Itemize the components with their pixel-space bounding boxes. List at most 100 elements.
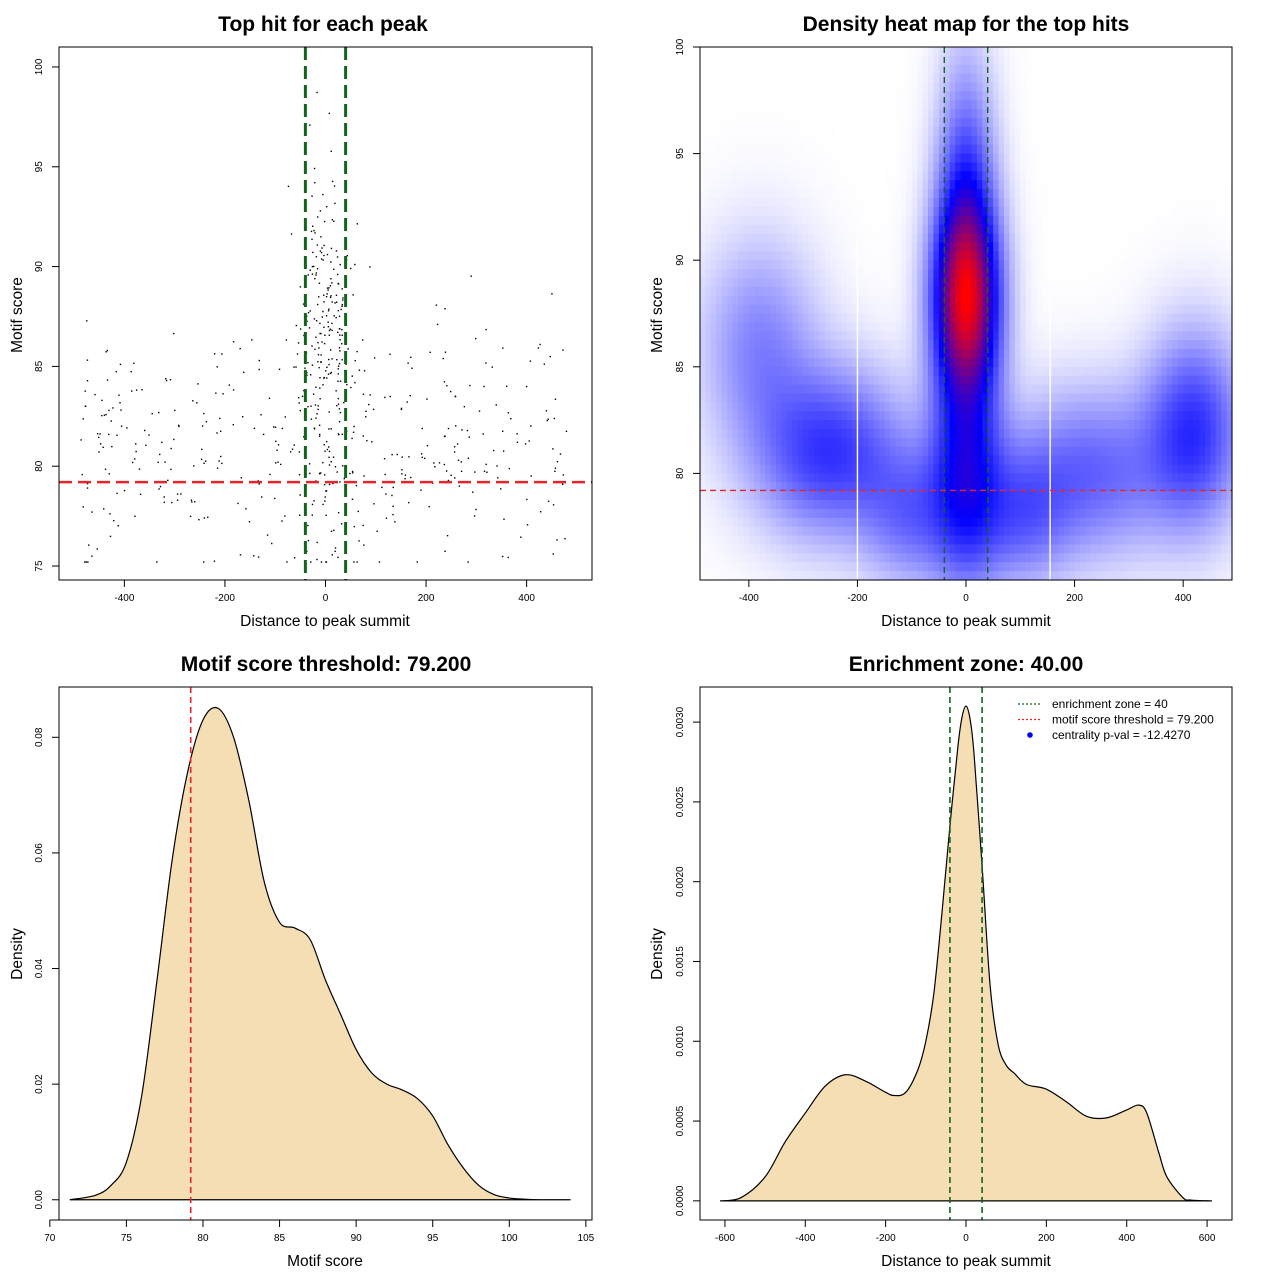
heat-cell <box>797 286 804 297</box>
heat-cell <box>982 47 989 57</box>
heat-cell <box>933 322 940 332</box>
heat-cell <box>1020 180 1027 190</box>
heat-cell <box>1063 260 1070 270</box>
heat-cell <box>797 277 804 288</box>
heat-cell <box>1042 384 1049 395</box>
heat-cell <box>1090 233 1097 244</box>
heat-cell <box>1090 118 1097 128</box>
heat-cell <box>1118 126 1125 137</box>
heat-cell <box>1199 118 1206 128</box>
heat-cell <box>955 153 962 164</box>
heat-cell <box>1031 153 1038 164</box>
heat-cell <box>993 126 1000 137</box>
heat-cell <box>814 91 821 101</box>
data-point <box>313 500 315 502</box>
heat-cell <box>852 277 859 288</box>
heat-cell <box>814 215 821 226</box>
heat-cell <box>1101 82 1108 93</box>
heat-cell <box>1031 411 1038 421</box>
heat-cell <box>868 331 875 341</box>
heat-cell <box>1036 357 1043 368</box>
heat-cell <box>1215 393 1222 403</box>
heat-cell <box>1112 286 1119 297</box>
heat-cell <box>1042 357 1049 368</box>
heat-cell <box>819 180 826 190</box>
data-point <box>491 366 493 368</box>
heat-cell <box>1134 286 1141 297</box>
heat-cell <box>781 277 788 288</box>
heat-cell <box>1194 47 1201 57</box>
heat-cell <box>841 171 848 181</box>
heat-cell <box>743 135 750 146</box>
heat-cell <box>1188 420 1195 430</box>
heat-cell <box>1226 91 1233 101</box>
heat-cell <box>830 55 837 66</box>
heat-cell <box>1031 366 1038 377</box>
heat-cell <box>1036 73 1043 84</box>
heat-cell <box>1150 215 1157 226</box>
heat-cell <box>911 100 918 110</box>
data-point <box>213 353 216 355</box>
heat-cell <box>944 242 951 252</box>
heat-cell <box>928 428 935 439</box>
heat-cell <box>1031 82 1038 93</box>
heat-cell <box>1183 242 1190 252</box>
data-point <box>547 500 550 503</box>
data-point <box>313 265 315 268</box>
heat-cell <box>710 402 717 412</box>
heat-cell <box>1188 322 1195 332</box>
heat-cell <box>759 260 766 270</box>
heat-cell <box>895 411 902 421</box>
heat-cell <box>716 162 723 172</box>
heat-cell <box>949 375 956 386</box>
data-point <box>554 467 557 469</box>
heat-cell <box>700 357 707 368</box>
heat-cell <box>732 393 739 403</box>
heat-cell <box>1123 402 1130 412</box>
heat-cell <box>966 118 973 128</box>
heat-cell <box>814 402 821 412</box>
heat-cell <box>1085 126 1092 137</box>
heat-cell <box>998 411 1005 421</box>
heat-cell <box>1107 411 1114 421</box>
heat-cell <box>765 260 772 270</box>
data-point <box>94 393 96 396</box>
data-point <box>336 256 339 258</box>
heat-cell <box>710 135 717 146</box>
heat-cell <box>1009 215 1016 226</box>
heat-cell <box>803 260 810 270</box>
heat-cell <box>1172 411 1179 421</box>
heat-cell <box>1145 340 1152 350</box>
heat-cell <box>1004 233 1011 244</box>
heat-cell <box>960 233 967 244</box>
heat-cell <box>841 366 848 377</box>
heat-cell <box>1204 393 1211 403</box>
heat-cell <box>1161 251 1168 261</box>
heat-cell <box>1096 180 1103 190</box>
data-point <box>298 451 301 453</box>
heat-cell <box>1128 295 1135 306</box>
heat-cell <box>748 171 755 181</box>
data-point <box>313 427 316 429</box>
heat-cell <box>754 366 761 377</box>
heat-cell <box>1009 349 1016 359</box>
heat-cell <box>949 295 956 306</box>
heat-cell <box>1118 153 1125 164</box>
heat-cell <box>895 313 902 323</box>
heat-cell <box>808 100 815 110</box>
heat-cell <box>792 73 799 84</box>
heat-cell <box>993 180 1000 190</box>
heat-cell <box>765 126 772 137</box>
heat-cell <box>824 118 831 128</box>
heat-cell <box>928 233 935 244</box>
heat-cell <box>786 393 793 403</box>
heat-cell <box>1090 198 1097 208</box>
data-point <box>483 470 486 472</box>
heat-cell <box>1139 206 1146 217</box>
heat-cell <box>1188 428 1195 439</box>
heat-cell <box>1058 162 1065 172</box>
heat-cell <box>1134 171 1141 181</box>
heat-cell <box>862 384 869 395</box>
heat-cell <box>727 295 734 306</box>
heat-cell <box>1215 295 1222 306</box>
